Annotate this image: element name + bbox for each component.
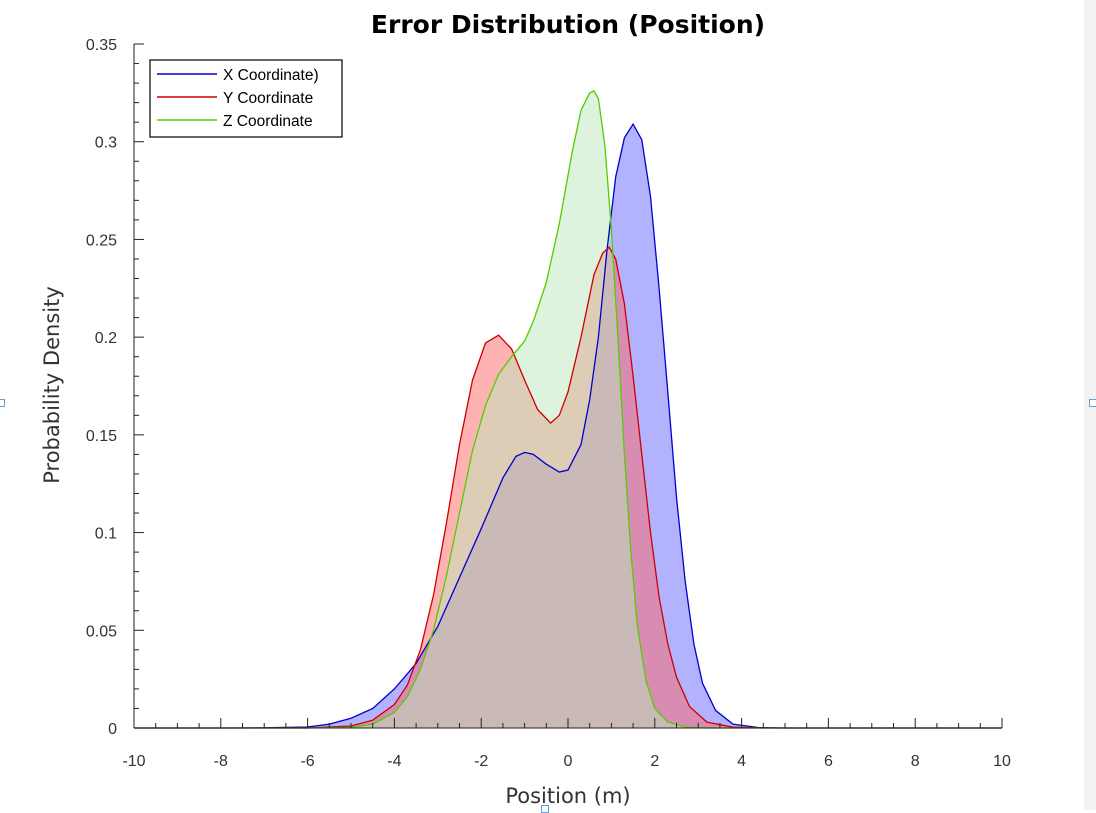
x-tick-label: -10 [122, 753, 145, 770]
series-line-1 [134, 122, 1002, 729]
legend-label-3: Z Coordinate [223, 113, 313, 130]
y-tick-label: 0 [108, 721, 117, 738]
series-line-2 [134, 246, 1002, 729]
resize-handle-bottom[interactable] [541, 805, 549, 813]
legend-label-2: Y Coordinate [223, 90, 313, 107]
legend-label-1: X Coordinate) [223, 67, 319, 84]
series-area-3 [134, 90, 1002, 728]
x-tick-label: 10 [993, 753, 1011, 770]
y-axis-ticks: 0 0.05 0.1 0.15 0.2 0.25 0.3 0.35 [86, 37, 144, 738]
x-tick-label: -4 [387, 753, 401, 770]
x-tick-label: -8 [214, 753, 228, 770]
x-axis-label: Position (m) [505, 784, 630, 808]
density-curves [134, 90, 1002, 729]
x-tick-label: 4 [737, 753, 746, 770]
series-line-3 [134, 90, 1002, 729]
x-tick-label: -2 [474, 753, 488, 770]
y-tick-label: 0.15 [86, 428, 117, 445]
x-tick-label: 2 [650, 753, 659, 770]
chart-title: Error Distribution (Position) [371, 10, 765, 39]
y-tick-label: 0.35 [86, 37, 117, 54]
legend-box [149, 59, 343, 138]
x-tick-label: -6 [300, 753, 314, 770]
density-areas [134, 90, 1002, 729]
x-tick-label: 6 [824, 753, 833, 770]
y-tick-label: 0.25 [86, 232, 117, 249]
y-tick-label: 0.1 [95, 526, 117, 543]
y-tick-label: 0.2 [95, 330, 117, 347]
y-axis-label: Probability Density [40, 286, 64, 484]
x-axis-ticks: -10 -8 -6 -4 -2 0 2 4 6 8 10 [122, 718, 1011, 770]
resize-handle-right[interactable] [1089, 399, 1096, 407]
legend[interactable]: X Coordinate) Y Coordinate Z Coordinate [149, 59, 343, 138]
resize-handle-left[interactable] [0, 399, 5, 407]
y-tick-label: 0.05 [86, 623, 117, 640]
y-tick-label: 0.3 [95, 135, 117, 152]
x-tick-label: 8 [911, 753, 920, 770]
x-tick-label: 0 [564, 753, 573, 770]
